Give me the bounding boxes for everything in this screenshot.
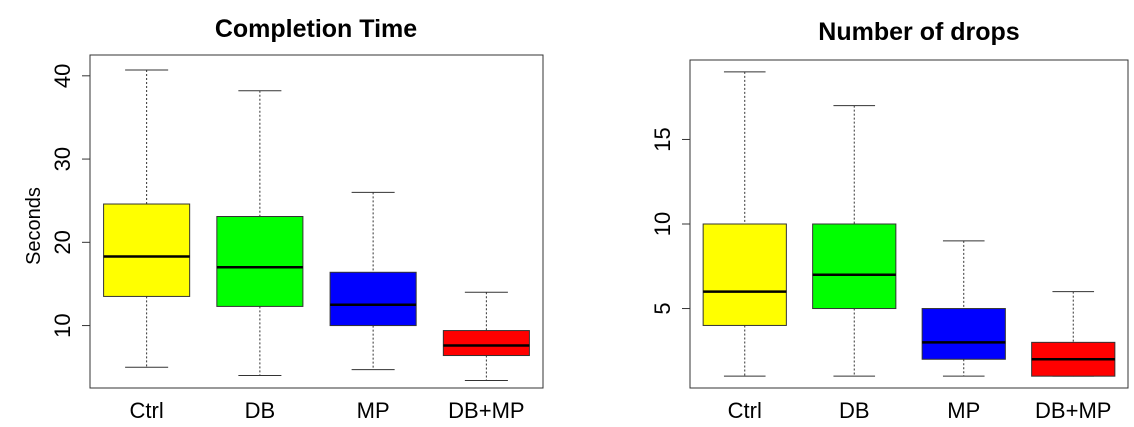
x-tick-label: MP	[357, 398, 390, 423]
completion-time-chart: Completion Time Seconds 10 20 30 40 Ctrl DB MP…	[23, 15, 544, 423]
x-tick-label: DB	[839, 398, 870, 423]
y-tick-label: 10	[50, 313, 75, 337]
box-db	[216, 216, 304, 307]
box-db	[812, 223, 897, 310]
x-tick-label: DB	[245, 398, 276, 423]
x-tick-label: Ctrl	[130, 398, 164, 423]
y-tick-label: 10	[650, 212, 675, 236]
y-tick-label: 30	[50, 147, 75, 171]
box-mp	[921, 308, 1006, 360]
box-ctrl	[103, 203, 191, 297]
chart-title: Number of drops	[818, 18, 1019, 46]
x-tick-label: DB+MP	[448, 398, 524, 423]
number-of-drops-chart: Number of drops 5 10 15 Ctrl DB MP DB+MP	[650, 18, 1129, 423]
x-tick-label: DB+MP	[1035, 398, 1111, 423]
y-tick-label: 15	[650, 127, 675, 151]
box-db-mp	[442, 330, 530, 357]
y-tick-label: 20	[50, 230, 75, 254]
chart-title: Completion Time	[215, 15, 417, 43]
box-mp	[329, 271, 417, 327]
x-tick-label: Ctrl	[728, 398, 762, 423]
plot-frame	[89, 54, 544, 389]
y-axis-label: Seconds	[23, 187, 45, 265]
y-tick-label: 5	[650, 302, 675, 314]
box-ctrl	[702, 223, 787, 326]
x-tick-label: MP	[947, 398, 980, 423]
y-tick-label: 40	[50, 64, 75, 88]
